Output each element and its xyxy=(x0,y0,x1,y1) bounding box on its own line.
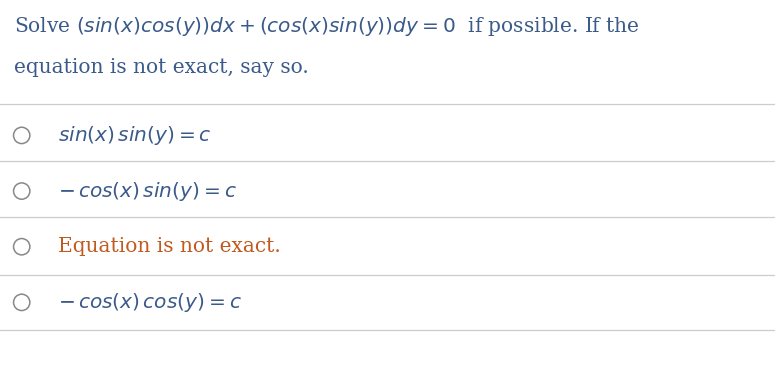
Text: $-\,\mathit{cos}(x)\,\mathit{sin}(y) = c$: $-\,\mathit{cos}(x)\,\mathit{sin}(y) = c… xyxy=(58,180,237,203)
Text: equation is not exact, say so.: equation is not exact, say so. xyxy=(14,58,308,76)
Text: $-\,\mathit{cos}(x)\,\mathit{cos}(y) = c$: $-\,\mathit{cos}(x)\,\mathit{cos}(y) = c… xyxy=(58,291,242,314)
Text: Equation is not exact.: Equation is not exact. xyxy=(58,237,281,256)
Text: $\mathit{sin}(x)\,\mathit{sin}(y) = c$: $\mathit{sin}(x)\,\mathit{sin}(y) = c$ xyxy=(58,124,212,147)
Text: Solve $(\mathit{sin}(x)\mathit{cos}(y))dx + (\mathit{cos}(x)\mathit{sin}(y))dy =: Solve $(\mathit{sin}(x)\mathit{cos}(y))d… xyxy=(14,15,639,38)
